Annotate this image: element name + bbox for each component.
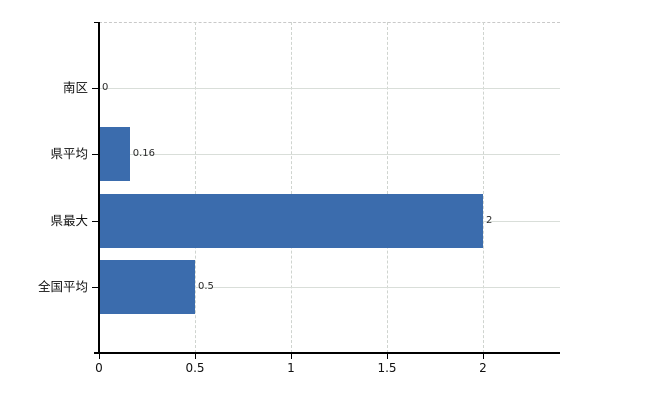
- x-tick-mark: [483, 354, 484, 359]
- bar: [99, 194, 483, 248]
- value-label: 0.5: [198, 281, 214, 292]
- y-tick-mark: [92, 221, 99, 222]
- bar: [99, 260, 195, 314]
- gridline-horizontal: [99, 287, 560, 288]
- x-tick-label: 1.5: [377, 361, 397, 375]
- x-tick-mark: [291, 354, 292, 359]
- gridline-vertical: [195, 22, 196, 353]
- x-tick-label: 0: [95, 361, 103, 375]
- category-label: 全国平均: [37, 279, 88, 294]
- x-tick-mark: [99, 354, 100, 359]
- x-tick-label: 0.5: [185, 361, 205, 375]
- category-label: 県最大: [50, 213, 88, 228]
- value-label: 0: [102, 82, 109, 93]
- x-tick-mark: [195, 354, 196, 359]
- bar: [99, 127, 130, 181]
- x-axis: [94, 352, 560, 354]
- value-label: 0.16: [132, 148, 155, 159]
- y-tick-mark: [92, 88, 99, 89]
- gridline-horizontal: [99, 88, 560, 89]
- y-axis: [98, 22, 100, 354]
- gridline-vertical: [483, 22, 484, 353]
- plot-top-border: [99, 22, 560, 23]
- category-label: 県平均: [50, 146, 88, 161]
- gridline-vertical: [387, 22, 388, 353]
- x-tick-label: 2: [479, 361, 487, 375]
- gridline-vertical: [291, 22, 292, 353]
- category-label: 南区: [62, 80, 88, 95]
- x-tick-mark: [387, 354, 388, 359]
- y-tick-mark: [92, 287, 99, 288]
- x-tick-label: 1: [287, 361, 295, 375]
- value-label: 2: [486, 215, 493, 226]
- y-tick-mark: [92, 154, 99, 155]
- y-tick-mark: [94, 22, 99, 23]
- gridline-horizontal: [99, 154, 560, 155]
